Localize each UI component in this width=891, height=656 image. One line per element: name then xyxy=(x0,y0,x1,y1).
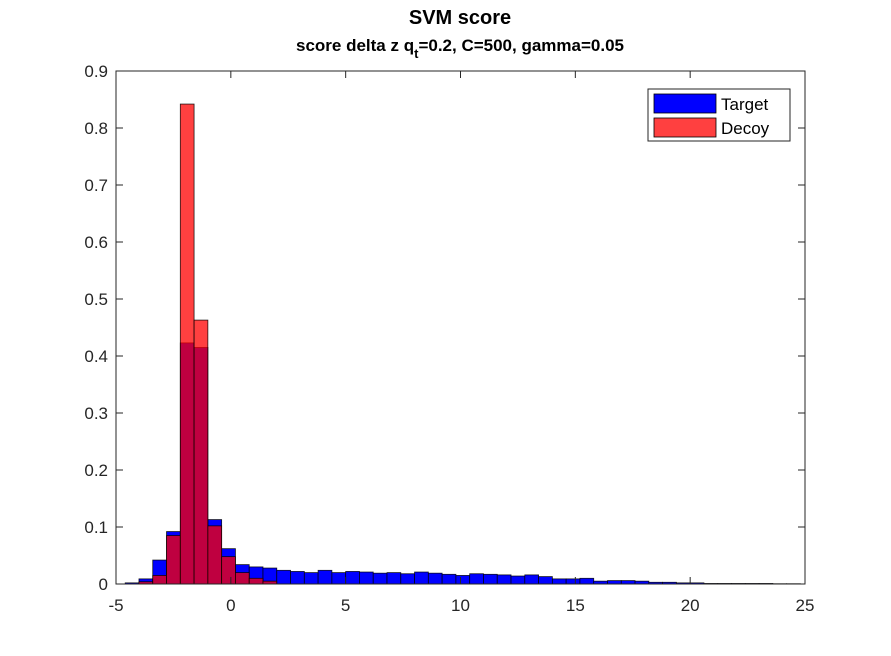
legend-label-decoy: Decoy xyxy=(721,119,770,138)
y-tick-label: 0.3 xyxy=(84,404,108,423)
legend-swatch-target xyxy=(653,93,717,114)
bar-target xyxy=(359,571,374,585)
bar-target xyxy=(469,573,484,585)
legend-swatch-decoy xyxy=(653,117,717,138)
y-tick-label: 0.9 xyxy=(84,62,108,81)
bar-target xyxy=(276,569,291,585)
bar-target xyxy=(455,575,471,585)
x-tick-label: 15 xyxy=(566,596,585,615)
plot-background xyxy=(116,71,805,584)
y-tick-label: 0 xyxy=(99,575,108,594)
bar-decoy xyxy=(179,103,195,585)
y-tick-label: 0.2 xyxy=(84,461,108,480)
x-tick-label: 25 xyxy=(796,596,815,615)
bar-target xyxy=(607,580,622,585)
x-tick-label: -5 xyxy=(108,596,123,615)
bar-decoy xyxy=(248,577,264,585)
bar-target xyxy=(427,572,443,585)
bar-target xyxy=(551,578,567,585)
bar-decoy xyxy=(207,525,223,585)
bar-target xyxy=(579,577,595,585)
y-tick-label: 0.7 xyxy=(84,176,108,195)
y-tick-label: 0.8 xyxy=(84,119,108,138)
bar-decoy xyxy=(221,556,236,585)
y-tick-label: 0.5 xyxy=(84,290,108,309)
bar-target xyxy=(496,574,512,585)
bar-target xyxy=(538,576,553,585)
plot-area xyxy=(116,71,805,584)
chart-subtitle: score delta z qt=0.2, C=500, gamma=0.05 xyxy=(296,36,624,61)
x-tick-label: 5 xyxy=(341,596,350,615)
y-tick-label: 0.4 xyxy=(84,347,108,366)
legend: Target Decoy xyxy=(647,88,791,142)
bar-target xyxy=(317,569,333,585)
bar-target xyxy=(303,572,319,585)
subtitle-subscript: t xyxy=(414,46,419,61)
y-tick-label: 0.6 xyxy=(84,233,108,252)
y-tick-label: 0.1 xyxy=(84,518,108,537)
bar-decoy xyxy=(152,575,167,585)
bar-target xyxy=(524,574,539,585)
bar-target xyxy=(400,573,415,585)
chart-title: SVM score xyxy=(409,7,511,29)
bar-target xyxy=(483,573,498,585)
bar-target xyxy=(345,571,360,585)
bar-target xyxy=(620,580,636,585)
legend-label-target: Target xyxy=(721,95,769,114)
bar-target xyxy=(386,572,402,585)
bar-target xyxy=(414,571,429,585)
bar-target xyxy=(510,575,526,585)
bar-decoy xyxy=(235,572,250,585)
bar-target xyxy=(565,578,581,585)
x-tick-label: 0 xyxy=(226,596,235,615)
x-tick-label: 20 xyxy=(681,596,700,615)
bar-target xyxy=(331,572,347,585)
histogram-bars xyxy=(124,103,801,585)
bar-target xyxy=(290,571,305,585)
subtitle-prefix: score delta z q xyxy=(296,36,414,55)
bar-decoy xyxy=(166,535,181,585)
series-decoy xyxy=(138,103,278,585)
bar-target xyxy=(441,573,457,585)
bar-target xyxy=(372,572,388,585)
x-tick-label: 10 xyxy=(451,596,470,615)
bar-decoy xyxy=(193,319,209,585)
subtitle-suffix: =0.2, C=500, gamma=0.05 xyxy=(418,36,624,55)
